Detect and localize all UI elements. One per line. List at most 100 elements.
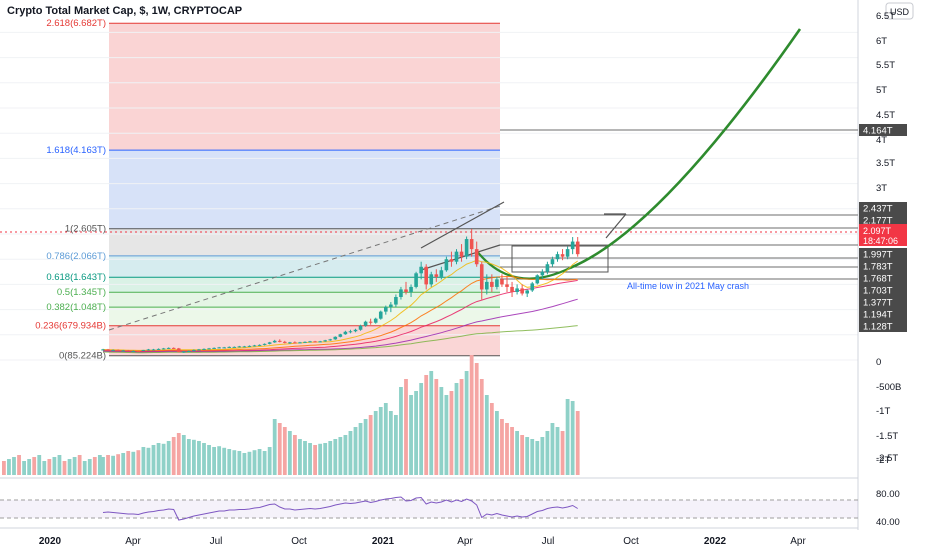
price-label: 4.164T (859, 124, 907, 137)
price-axis[interactable]: 6.5T 6T 5.5T 5T 4.5T 4T 3.5T 3T 0 -500B -1T -1.5T -2… (876, 11, 901, 528)
volume-bar (495, 411, 499, 475)
candle-body (540, 271, 545, 276)
price-label-text: 4.164T (863, 126, 893, 137)
price-label-text: 1.194T (863, 310, 893, 321)
candle-body (121, 350, 125, 352)
wedge-lower-line (420, 244, 501, 271)
volume-bar (510, 427, 514, 475)
fib-zone (109, 150, 500, 229)
candle-body (257, 344, 262, 346)
volume-bar (419, 383, 424, 475)
candle (207, 347, 211, 350)
candle (363, 320, 368, 327)
candle (474, 241, 479, 267)
currency-label: USD (890, 7, 910, 17)
candle-body (212, 347, 216, 349)
candle (141, 349, 146, 351)
time-axis[interactable]: 2020 Apr Jul Oct 2021 Apr Jul Oct 2022 Apr (0, 530, 932, 550)
candle-body (338, 334, 343, 337)
volume-bar (424, 375, 429, 475)
candle (126, 349, 131, 352)
candle-body (166, 347, 171, 349)
time-tick-label: Apr (790, 536, 806, 547)
volume-tick-label: -1T (876, 406, 890, 417)
volume-bar (57, 455, 62, 475)
volume-bar (87, 459, 92, 475)
price-label-box (859, 260, 907, 272)
volume-bar (202, 443, 206, 475)
candle-body (550, 259, 555, 265)
price-label-text: 1.783T (863, 262, 893, 273)
candle (373, 317, 378, 324)
currency-button[interactable]: USD (885, 2, 914, 20)
candle-body (353, 329, 358, 332)
volume-bar (232, 450, 237, 475)
candle-body (192, 349, 196, 351)
candle-body (434, 274, 439, 277)
price-tick-label: 6T (876, 36, 887, 47)
candle-body (515, 288, 519, 292)
candle-body (187, 350, 191, 352)
candle-body (333, 336, 338, 340)
candle-body (176, 348, 181, 352)
candle (146, 348, 151, 351)
candle (555, 251, 560, 262)
candle (267, 341, 272, 345)
projection-curve (569, 28, 802, 270)
candle (156, 348, 161, 350)
candle-body (232, 346, 237, 348)
candle (212, 347, 216, 349)
volume-bar (378, 407, 383, 475)
price-label-box (859, 214, 907, 226)
volume-bar (520, 435, 525, 475)
candle (550, 256, 555, 267)
candle (323, 339, 327, 342)
volume-bar (17, 455, 21, 475)
price-label: 1.783T (859, 260, 907, 273)
candle (565, 246, 570, 260)
candle-body (151, 349, 156, 351)
time-tick-label: 2020 (39, 536, 62, 547)
candle (333, 336, 338, 340)
price-label: 1.997T (859, 248, 907, 261)
last-price-tag: 2.097T 18:47:06 (859, 224, 907, 246)
volume-bar (181, 435, 186, 475)
candle (389, 302, 393, 313)
volume-bar (62, 461, 67, 475)
candle (232, 346, 237, 348)
volume-bar (267, 447, 272, 475)
candle (419, 261, 423, 280)
candle (116, 349, 120, 351)
price-tick-label: 4T (876, 135, 887, 146)
candle (510, 281, 514, 297)
candle (328, 338, 333, 341)
volume-tick-label: -500B (876, 382, 901, 393)
candle (490, 274, 494, 292)
price-tick-label: 5.5T (876, 60, 895, 71)
volume-bar (257, 449, 262, 475)
channel-diagonal-line (605, 213, 627, 239)
candle (313, 340, 317, 343)
candle-body (424, 266, 428, 285)
candle-body (469, 239, 474, 250)
candle (237, 345, 242, 348)
candle (166, 347, 171, 349)
candle-body (505, 284, 509, 287)
volume-bar (126, 451, 131, 475)
candle-body (378, 311, 383, 319)
candle-body (500, 279, 504, 285)
candle (161, 347, 166, 350)
volume-bar (489, 403, 494, 475)
candle-body (454, 251, 459, 262)
time-tick-label: 2022 (704, 536, 727, 547)
candle (560, 249, 565, 261)
candle-body (368, 321, 373, 323)
volume-bar (439, 387, 444, 475)
volume-bar (363, 419, 368, 475)
candle (434, 269, 439, 282)
price-label-text: 2.177T (863, 216, 893, 227)
candle (343, 330, 348, 335)
candle (449, 251, 454, 267)
candle (252, 344, 257, 347)
